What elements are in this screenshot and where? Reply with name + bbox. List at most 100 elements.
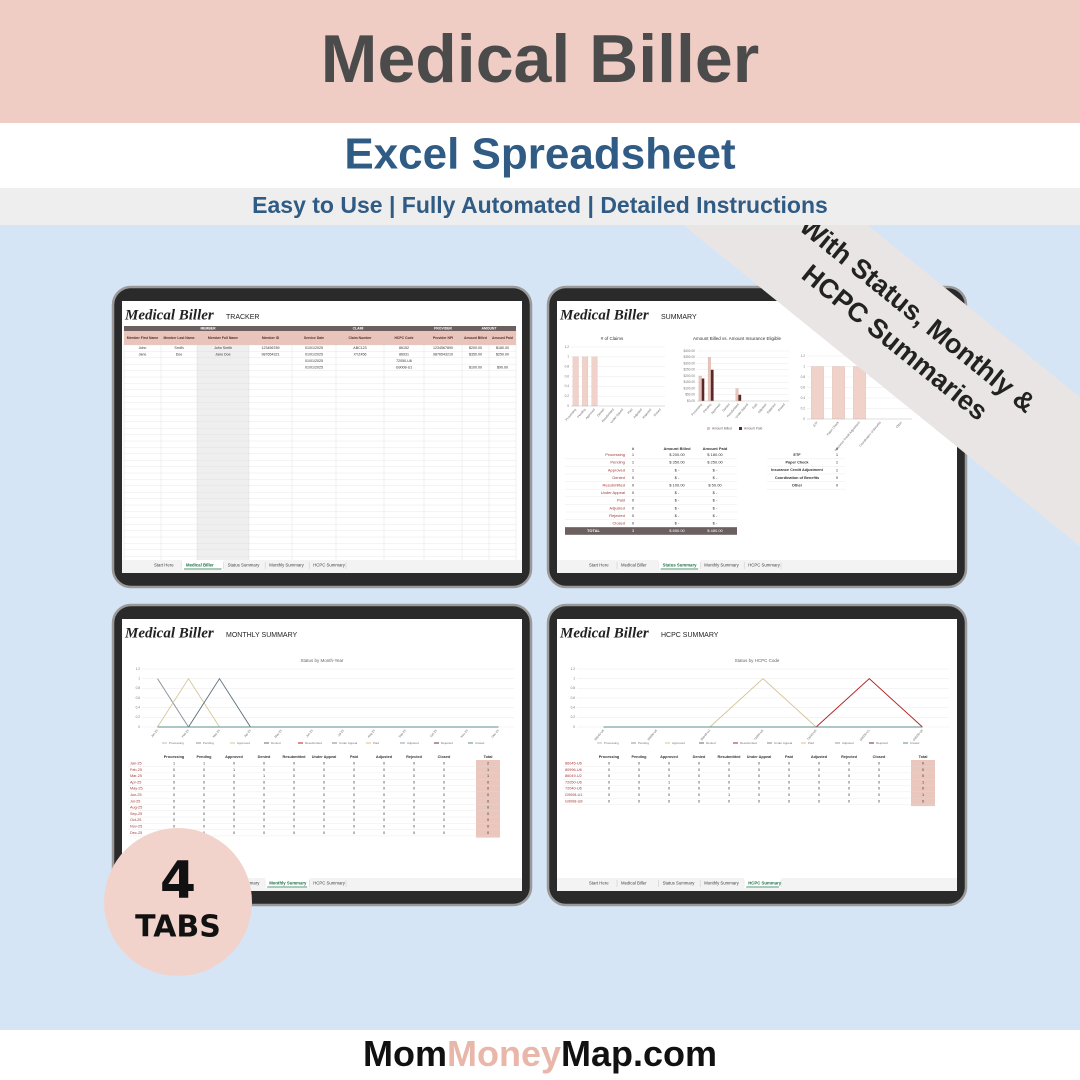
cell: 0 — [638, 762, 640, 766]
y-tick-label: $50.00 — [685, 393, 695, 397]
cell: 0 — [632, 505, 635, 510]
cell: 0 — [323, 774, 325, 778]
y-tick-label: 0.2 — [136, 715, 141, 719]
cell: 0 — [632, 475, 635, 480]
cell: 0 — [818, 768, 820, 772]
row-label: ETF — [793, 453, 801, 457]
cell: 0 — [728, 774, 730, 778]
sheet-tab: Monthly Summary — [269, 563, 304, 568]
cell: 0 — [413, 806, 415, 810]
y-tick-label: $250.00 — [683, 368, 695, 372]
y-tick-label: 0.6 — [565, 374, 570, 378]
y-tick-label: $200.00 — [683, 374, 695, 378]
x-tick-label: Pending — [576, 407, 586, 418]
cell: $100.00 — [469, 365, 482, 369]
x-tick-label: 80996-U6 — [647, 728, 659, 741]
footer-band — [0, 1030, 1080, 1080]
y-tick-label: 0.2 — [565, 394, 570, 398]
x-tick-label: Denied — [721, 402, 730, 412]
x-tick-label: Closed — [653, 407, 662, 417]
cell: 0 — [608, 799, 610, 803]
column-header: Resubmitted — [283, 755, 307, 759]
cell: 0 — [383, 825, 385, 829]
header-band — [124, 331, 516, 345]
y-tick-label: 0.2 — [801, 406, 806, 410]
legend-label: Under Appeal — [774, 741, 793, 745]
brand-part: Mom — [363, 1033, 447, 1074]
legend-label: Under Appeal — [339, 741, 358, 745]
cell: 0 — [878, 787, 880, 791]
cell: 01/01/2025 — [305, 365, 323, 369]
total-cell: $ 650.00 — [669, 528, 685, 533]
x-tick-label: Denied — [596, 407, 605, 417]
column-header: Closed — [438, 755, 451, 759]
legend-label: Closed — [475, 741, 485, 745]
cell: 0 — [922, 787, 924, 791]
y-tick-label: 0 — [567, 404, 569, 408]
row-label: Resubmitted — [603, 482, 625, 487]
cell: 1 — [632, 467, 635, 472]
cell: 0 — [293, 774, 295, 778]
x-tick-label: Rejected — [766, 402, 777, 414]
sheet-tab: Status Summary — [663, 563, 698, 568]
cell: 0 — [173, 768, 175, 772]
sheet-tab: Start Here — [154, 563, 174, 568]
row-label: Apr-25 — [130, 780, 141, 784]
row-label: 80996-U6 — [565, 768, 582, 772]
column-header: Claim Number — [349, 336, 373, 340]
column-header: Resubmitted — [718, 755, 742, 759]
row-label: Paper Check — [785, 461, 809, 465]
cell: $ 50.00 — [708, 482, 722, 487]
cell: 0 — [878, 762, 880, 766]
column-header: Pending — [632, 755, 648, 759]
legend-label: Closed — [910, 741, 920, 745]
y-tick-label: 0.6 — [136, 696, 141, 700]
screen-heading: TRACKER — [226, 314, 259, 321]
cell: 0 — [413, 818, 415, 822]
row-label: G9008-U8 — [565, 799, 583, 803]
legend-label: Rejected — [876, 741, 888, 745]
cell: 0 — [728, 799, 730, 803]
cell: 0 — [638, 787, 640, 791]
row-label: Other — [792, 483, 803, 487]
cell: 0 — [323, 787, 325, 791]
cell: 0 — [173, 799, 175, 803]
tablet-screen — [557, 619, 957, 891]
cell: 1 — [173, 762, 175, 766]
cell: 0 — [668, 762, 670, 766]
cell: 1234567890 — [433, 346, 453, 350]
brand-part: Map.com — [561, 1033, 717, 1074]
cell: 0 — [443, 793, 445, 797]
active-tab — [658, 560, 701, 570]
cell: 1 — [263, 774, 265, 778]
row-label: Dec-25 — [130, 831, 142, 835]
cell: 0 — [788, 762, 790, 766]
cell: 0 — [698, 774, 700, 778]
legend-label: Paid — [808, 741, 814, 745]
column-header: Member Last Name — [163, 336, 194, 340]
legend-label: Approved — [237, 741, 250, 745]
cell: 0 — [353, 787, 355, 791]
total-column — [911, 760, 935, 807]
x-tick-label: Closed — [777, 402, 786, 412]
cell: 0 — [353, 818, 355, 822]
cell: 0 — [263, 812, 265, 816]
cell: 0 — [323, 825, 325, 829]
legend-label: Processing — [169, 741, 184, 745]
cell: 86931 — [399, 353, 409, 357]
row-label: Denied — [612, 475, 625, 480]
column-header: Provider NPI — [433, 336, 453, 340]
column-header: Member First Name — [127, 336, 159, 340]
legend-label: Amount Paid — [744, 426, 762, 430]
cell: 0 — [728, 768, 730, 772]
cell: 1 — [836, 460, 839, 465]
cell: 0 — [203, 799, 205, 803]
cell: 2 — [487, 762, 489, 766]
tagline-band — [0, 188, 1080, 225]
sheet-tab: Medical Biller — [621, 881, 647, 886]
total-band — [565, 527, 737, 535]
cell: 86152 — [399, 346, 409, 350]
cell: 1 — [728, 793, 730, 797]
cell: Doe — [176, 353, 183, 357]
cell: $ - — [675, 498, 680, 503]
